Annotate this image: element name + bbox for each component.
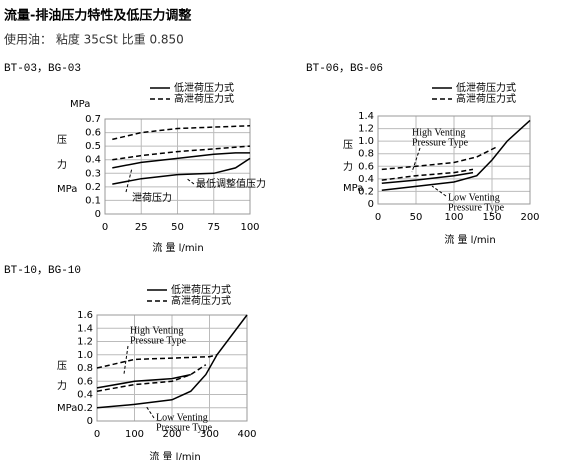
y-tick-label: 0.4 — [358, 174, 374, 185]
page-title: 流量-排油压力特性及低压力调整 — [4, 8, 192, 24]
y-tick-label: 0.7 — [85, 114, 101, 125]
series-line — [112, 145, 251, 161]
x-tick-label: 200 — [162, 429, 181, 440]
series-line — [381, 119, 531, 191]
y-label: 压 — [57, 134, 67, 146]
y-tick-label: 1.2 — [358, 124, 374, 135]
annotation-arrow — [125, 167, 133, 193]
series-line — [112, 152, 250, 169]
annotation: High Venting — [130, 325, 183, 336]
legend-label: 高泄荷压力式 — [456, 92, 516, 105]
annotation: 泄荷压力 — [132, 191, 172, 204]
y-tick-label: 0 — [95, 209, 101, 220]
x-tick-label: 50 — [410, 212, 423, 223]
x-tick-label: 50 — [171, 222, 184, 233]
annotation: 最低调整值压力 — [196, 177, 266, 190]
series-line — [96, 364, 207, 392]
y-label: 力 — [57, 158, 67, 171]
legend-label: 低泄荷压力式 — [174, 81, 234, 94]
annotation: Low Venting — [448, 192, 500, 203]
x-tick-label: 100 — [444, 212, 463, 223]
x-tick-label: 100 — [125, 429, 144, 440]
y-tick-label: 1.4 — [358, 111, 374, 122]
annotation-arrow — [145, 405, 155, 419]
x-label: 流 量 l/min — [152, 241, 203, 254]
y-unit: MPa — [70, 99, 90, 110]
y-tick-label: 0.6 — [77, 376, 93, 387]
y-tick-label: 0.2 — [358, 186, 374, 197]
y-tick-label: 0.4 — [85, 155, 101, 166]
y-tick-label: 0.6 — [358, 161, 374, 172]
series-line — [112, 125, 251, 141]
y-tick-label: 0.3 — [85, 168, 101, 179]
page-subtitle: 使用油： 粘度 35cSt 比重 0.850 — [4, 32, 184, 47]
y-tick-label: 0.6 — [85, 128, 101, 139]
series-line — [96, 354, 218, 369]
plot-frame — [377, 115, 531, 205]
x-tick-label: 150 — [482, 212, 501, 223]
annotation-arrow — [411, 147, 421, 173]
chart-label: BT-06，BG-06 — [306, 63, 383, 75]
annotation: High Venting — [412, 127, 465, 138]
y-label: MPa — [57, 184, 77, 195]
y-tick-label: 0.2 — [85, 182, 101, 193]
y-tick-label: 1.0 — [358, 136, 374, 147]
y-tick-label: 1.2 — [77, 337, 93, 348]
x-tick-label: 0 — [375, 212, 381, 223]
series-line — [381, 171, 474, 185]
annotation: Pressure Type — [412, 137, 469, 148]
chart-label: BT-03，BG-03 — [4, 63, 81, 75]
series-line — [112, 157, 251, 185]
y-tick-label: 0 — [87, 416, 93, 427]
y-tick-label: 1.6 — [77, 310, 93, 321]
y-tick-label: 0.1 — [85, 195, 101, 206]
y-tick-label: 1.4 — [77, 323, 93, 334]
legend-label: 高泄荷压力式 — [171, 294, 231, 307]
y-tick-label: 0.8 — [77, 363, 93, 374]
annotation-arrow — [185, 177, 195, 185]
y-label: 压 — [57, 360, 67, 372]
annotation-arrow — [123, 345, 129, 375]
x-tick-label: 400 — [237, 429, 256, 440]
legend-label: 低泄荷压力式 — [456, 81, 516, 94]
y-tick-label: 1.0 — [77, 350, 93, 361]
x-tick-label: 200 — [520, 212, 539, 223]
y-tick-label: 0.4 — [77, 390, 93, 401]
y-label: 压 — [343, 139, 353, 151]
annotation-arrow — [431, 185, 447, 197]
y-tick-label: 0.5 — [85, 141, 101, 152]
series-line — [381, 146, 497, 171]
series-line — [96, 373, 191, 389]
x-tick-label: 300 — [200, 429, 219, 440]
series-line — [381, 168, 474, 181]
y-label: MPa — [343, 183, 363, 194]
y-tick-label: 0 — [368, 199, 374, 210]
chart-label: BT-10，BG-10 — [4, 265, 81, 277]
x-tick-label: 100 — [240, 222, 259, 233]
y-label: 力 — [57, 379, 67, 392]
y-tick-label: 0.2 — [77, 403, 93, 414]
x-label: 流 量 l/min — [149, 450, 200, 460]
x-tick-label: 75 — [207, 222, 220, 233]
y-label: 力 — [343, 160, 353, 173]
x-tick-label: 0 — [94, 429, 100, 440]
legend-label: 低泄荷压力式 — [171, 283, 231, 296]
x-tick-label: 25 — [135, 222, 148, 233]
legend-label: 高泄荷压力式 — [174, 92, 234, 105]
annotation: Pressure Type — [448, 202, 505, 213]
x-label: 流 量 l/min — [444, 233, 495, 246]
x-tick-label: 0 — [102, 222, 108, 233]
y-label: MPa — [57, 403, 77, 414]
annotation: Pressure Type — [130, 335, 187, 346]
y-tick-label: 0.8 — [358, 149, 374, 160]
annotation: Low Venting — [156, 412, 208, 423]
plot-frame — [104, 118, 251, 215]
annotation: Pressure Type — [156, 422, 213, 433]
